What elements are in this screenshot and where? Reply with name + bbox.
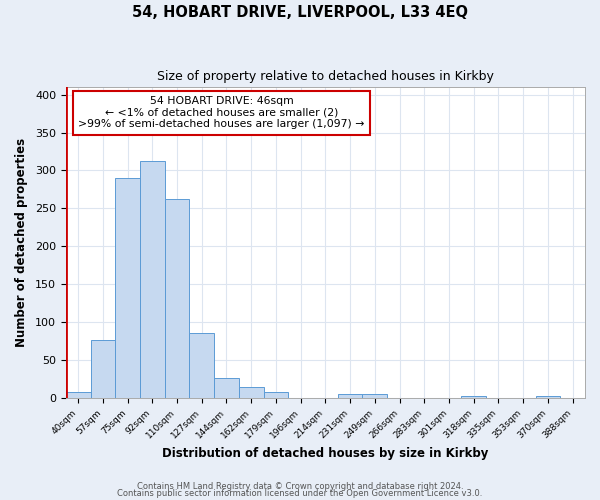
Bar <box>91 340 115 398</box>
Text: Contains HM Land Registry data © Crown copyright and database right 2024.: Contains HM Land Registry data © Crown c… <box>137 482 463 491</box>
Bar <box>338 394 362 398</box>
Y-axis label: Number of detached properties: Number of detached properties <box>15 138 28 347</box>
Bar <box>140 162 164 398</box>
Text: Contains public sector information licensed under the Open Government Licence v3: Contains public sector information licen… <box>118 489 482 498</box>
Text: 54 HOBART DRIVE: 46sqm
← <1% of detached houses are smaller (2)
>99% of semi-det: 54 HOBART DRIVE: 46sqm ← <1% of detached… <box>79 96 365 130</box>
Bar <box>461 396 486 398</box>
Text: 54, HOBART DRIVE, LIVERPOOL, L33 4EQ: 54, HOBART DRIVE, LIVERPOOL, L33 4EQ <box>132 5 468 20</box>
Bar <box>164 198 190 398</box>
X-axis label: Distribution of detached houses by size in Kirkby: Distribution of detached houses by size … <box>162 447 488 460</box>
Bar <box>115 178 140 398</box>
Bar <box>190 333 214 398</box>
Bar <box>263 392 289 398</box>
Bar <box>536 396 560 398</box>
Bar <box>214 378 239 398</box>
Bar <box>362 394 387 398</box>
Bar <box>239 387 263 398</box>
Title: Size of property relative to detached houses in Kirkby: Size of property relative to detached ho… <box>157 70 494 83</box>
Bar <box>66 392 91 398</box>
